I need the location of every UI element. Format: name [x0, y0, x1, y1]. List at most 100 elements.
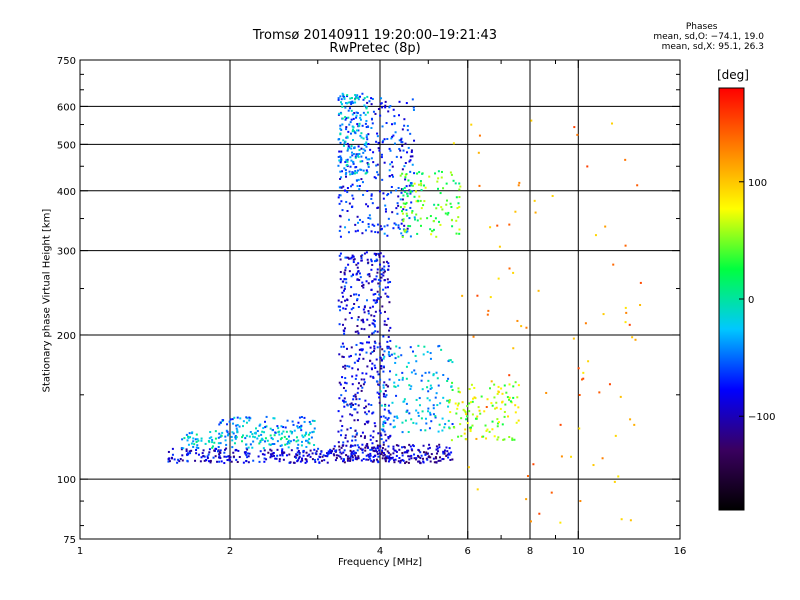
data-point: [273, 417, 276, 420]
data-point: [339, 101, 342, 104]
data-point: [341, 170, 344, 173]
data-point: [464, 411, 467, 414]
data-point: [382, 441, 385, 444]
data-point: [438, 443, 441, 446]
data-point: [339, 177, 342, 180]
data-point: [342, 365, 345, 368]
data-point: [249, 443, 252, 446]
data-point: [368, 100, 371, 103]
data-point: [319, 453, 322, 456]
data-point: [429, 387, 432, 390]
data-point: [398, 456, 401, 459]
data-point: [434, 217, 437, 220]
data-point: [188, 450, 191, 453]
data-point: [411, 155, 414, 158]
data-point: [445, 203, 448, 206]
data-point: [382, 443, 385, 446]
data-point: [351, 383, 354, 386]
data-point: [386, 450, 389, 453]
data-point: [378, 392, 381, 395]
data-point: [345, 382, 348, 385]
data-point: [434, 396, 437, 399]
data-point: [408, 189, 411, 192]
data-point: [441, 417, 444, 420]
data-point: [347, 457, 350, 460]
data-point: [339, 127, 342, 130]
data-point: [360, 132, 363, 135]
data-point: [350, 103, 353, 106]
data-point: [418, 195, 421, 198]
data-point: [346, 163, 349, 166]
data-point: [261, 437, 264, 440]
data-point: [365, 299, 368, 302]
data-point: [365, 203, 368, 206]
data-point: [252, 440, 255, 443]
data-point: [351, 435, 354, 438]
data-point: [579, 500, 582, 503]
data-point: [352, 459, 355, 462]
data-point: [545, 391, 548, 394]
data-point: [248, 419, 251, 422]
data-point: [203, 459, 206, 462]
data-point: [187, 436, 190, 439]
data-point: [369, 359, 372, 362]
data-point: [361, 448, 364, 451]
data-point: [503, 410, 506, 413]
data-point: [486, 313, 489, 316]
data-point: [401, 452, 404, 455]
data-point: [367, 458, 370, 461]
data-point: [375, 275, 378, 278]
phase-stats-o: mean, sd,O: −74.1, 19.0: [653, 32, 764, 42]
data-point: [399, 461, 402, 464]
data-point: [551, 194, 554, 197]
data-point: [417, 460, 420, 463]
data-point: [415, 409, 418, 412]
data-point: [387, 460, 390, 463]
data-point: [371, 223, 374, 226]
data-point: [388, 370, 391, 373]
data-point: [375, 458, 378, 461]
data-point: [380, 276, 383, 279]
data-point: [457, 216, 460, 219]
data-point: [445, 454, 448, 457]
data-point: [348, 107, 351, 110]
data-point: [403, 186, 406, 189]
data-point: [362, 137, 365, 140]
data-point: [218, 460, 221, 463]
data-point: [168, 457, 171, 460]
data-point: [383, 381, 386, 384]
data-point: [340, 158, 343, 161]
data-point: [515, 421, 518, 424]
data-point: [379, 356, 382, 359]
data-point: [434, 456, 437, 459]
data-point: [350, 346, 353, 349]
data-point: [441, 458, 444, 461]
data-point: [284, 426, 287, 429]
data-point: [426, 458, 429, 461]
data-point: [305, 460, 308, 463]
data-point: [448, 453, 451, 456]
data-point: [412, 350, 415, 353]
data-point: [380, 404, 383, 407]
data-point: [376, 163, 379, 166]
data-point: [455, 196, 458, 199]
data-point: [496, 418, 499, 421]
data-point: [263, 460, 266, 463]
data-point: [373, 320, 376, 323]
data-point: [387, 445, 390, 448]
data-point: [280, 444, 283, 447]
data-point: [311, 419, 314, 422]
data-point: [570, 455, 573, 458]
data-point: [276, 454, 279, 457]
data-point: [208, 440, 211, 443]
data-point: [380, 269, 383, 272]
data-point: [386, 295, 389, 298]
data-point: [187, 452, 190, 455]
data-point: [363, 423, 366, 426]
data-point: [259, 440, 262, 443]
data-point: [354, 451, 357, 454]
data-point: [339, 194, 342, 197]
data-point: [365, 141, 368, 144]
data-point: [360, 327, 363, 330]
data-point: [362, 169, 365, 172]
